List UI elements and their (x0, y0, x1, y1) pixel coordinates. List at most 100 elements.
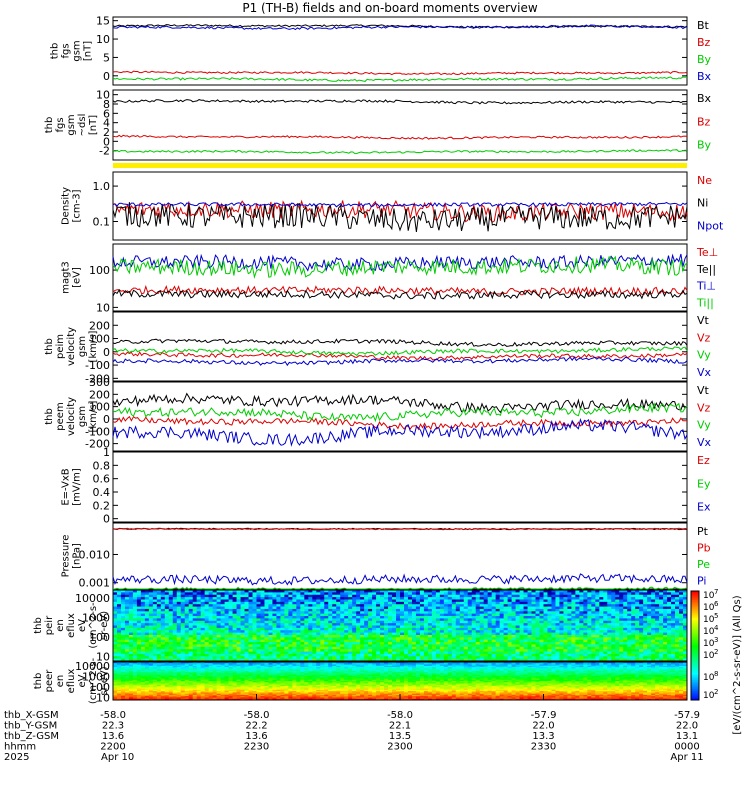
heatmap-cell (348, 625, 353, 629)
heatmap-cell (152, 623, 158, 626)
heatmap-cell (312, 642, 317, 645)
heatmap-cell (403, 627, 409, 631)
heatmap-cell (683, 623, 688, 626)
heatmap-cell (619, 611, 624, 615)
heatmap-cell (519, 656, 524, 660)
heatmap-cell (292, 590, 297, 593)
heatmap-cell (615, 632, 620, 636)
heatmap-cell (136, 668, 142, 670)
heatmap-cell (280, 651, 285, 655)
heatmap-cell (611, 616, 616, 619)
heatmap-cell (603, 632, 608, 636)
heatmap-cell (439, 616, 445, 619)
heatmap-cell (216, 592, 222, 596)
heatmap-cell (113, 694, 118, 697)
heatmap-cell (599, 653, 604, 657)
heatmap-cell (292, 601, 297, 605)
heatmap-cell (551, 642, 556, 645)
heatmap-cell (348, 608, 353, 612)
heatmap-cell (655, 630, 660, 633)
heatmap-cell (679, 634, 684, 638)
heatmap-cell (467, 601, 473, 605)
heatmap-cell (140, 623, 146, 626)
heatmap-cell (168, 608, 174, 612)
heatmap-cell (567, 651, 572, 655)
heatmap-cell (372, 601, 377, 605)
heatmap-cell (527, 616, 532, 619)
heatmap-cell (308, 599, 313, 603)
heatmap-cell (128, 606, 134, 610)
heatmap-cell (475, 601, 481, 605)
heatmap-cell (136, 697, 142, 700)
y-tick-label: 0 (103, 413, 110, 426)
heatmap-cell (120, 662, 126, 664)
heatmap-cell (511, 646, 516, 650)
heatmap-cell (292, 637, 297, 641)
heatmap-cell (507, 658, 513, 662)
heatmap-cell (407, 623, 413, 626)
heatmap-cell (583, 658, 588, 662)
heatmap-cell (292, 604, 297, 607)
heatmap-cell (364, 625, 369, 629)
heatmap-cell (136, 669, 142, 672)
heatmap-cell (567, 611, 572, 615)
heatmap-cell (264, 642, 269, 645)
heatmap-cell (555, 646, 560, 650)
heatmap-cell (403, 625, 409, 629)
heatmap-cell (180, 625, 186, 629)
heatmap-cell (388, 599, 393, 603)
heatmap-cell (591, 623, 596, 626)
heatmap-cell (113, 686, 118, 688)
heatmap-cell (459, 658, 465, 662)
heatmap-cell (511, 651, 516, 655)
heatmap-cell (332, 604, 337, 607)
heatmap-cell (228, 637, 233, 641)
heatmap-cell (160, 697, 166, 700)
heatmap-cell (248, 644, 253, 648)
heatmap-cell (120, 689, 126, 692)
heatmap-cell (611, 623, 616, 626)
heatmap-cell (320, 613, 325, 617)
heatmap-cell (304, 618, 309, 622)
heatmap-cell (659, 590, 664, 593)
heatmap-cell (336, 611, 341, 615)
heatmap-cell (184, 632, 190, 636)
heatmap-cell (260, 608, 265, 612)
heatmap-cell (360, 642, 365, 645)
heatmap-cell (196, 649, 202, 652)
heatmap-cell (304, 592, 309, 596)
heatmap-cell (388, 601, 393, 605)
heatmap-cell (463, 658, 469, 662)
heatmap-cell (479, 642, 485, 645)
heatmap-cell (124, 686, 130, 688)
heatmap-cell (236, 653, 241, 657)
heatmap-cell (284, 597, 289, 600)
heatmap-cell (232, 639, 237, 643)
heatmap-cell (479, 597, 485, 600)
heatmap-cell (443, 592, 449, 596)
heatmap-cell (459, 613, 465, 617)
heatmap-cell (300, 651, 305, 655)
heatmap-cell (667, 597, 672, 600)
heatmap-cell (431, 606, 437, 610)
y-tick-label: 6 (103, 107, 110, 120)
heatmap-cell (431, 620, 437, 624)
heatmap-cell (523, 608, 528, 612)
heatmap-cell (256, 608, 261, 612)
heatmap-cell (204, 618, 210, 622)
heatmap-cell (519, 642, 524, 645)
heatmap-cell (296, 627, 301, 631)
heatmap-cell (372, 611, 377, 615)
heatmap-cell (583, 630, 588, 633)
legend-Pi: Pi (697, 575, 706, 588)
heatmap-cell (136, 665, 142, 668)
heatmap-cell (160, 669, 166, 672)
heatmap-cell (144, 592, 150, 596)
heatmap-cell (228, 611, 233, 615)
heatmap-cell (192, 611, 198, 615)
heatmap-cell (244, 623, 249, 626)
heatmap-cell (300, 644, 305, 648)
heatmap-cell (320, 625, 325, 629)
heatmap-cell (435, 613, 441, 617)
